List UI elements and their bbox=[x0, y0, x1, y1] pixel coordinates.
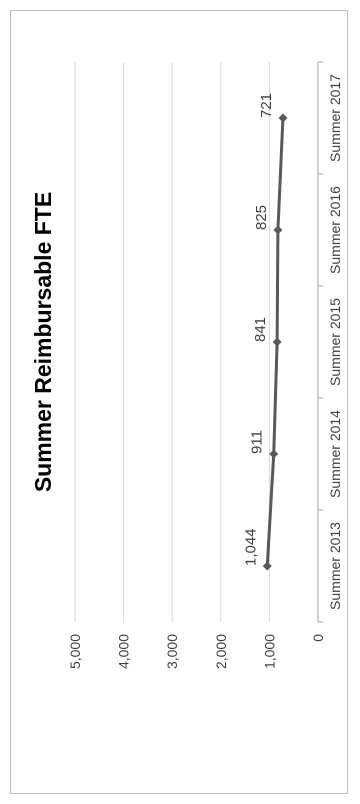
x-tick-labels: Summer 2013 Summer 2014 Summer 2015 Summer … bbox=[327, 74, 343, 610]
gridlines bbox=[74, 62, 270, 622]
data-label: 911 bbox=[249, 430, 266, 454]
y-tick-label: 5,000 bbox=[67, 634, 83, 669]
y-tick-label: 0 bbox=[310, 634, 326, 642]
data-labels: 1,044 911 841 825 721 bbox=[242, 93, 275, 566]
x-tick-label: Summer 2017 bbox=[327, 74, 343, 162]
y-tick-label: 1,000 bbox=[261, 634, 277, 669]
x-tick-label: Summer 2015 bbox=[327, 298, 343, 386]
y-tick-labels: 0 1,000 2,000 3,000 4,000 5,000 bbox=[67, 634, 326, 669]
y-tick-label: 4,000 bbox=[116, 634, 132, 669]
data-label: 1,044 bbox=[242, 528, 259, 566]
y-tick-label: 3,000 bbox=[164, 634, 180, 669]
chart-frame bbox=[10, 10, 348, 794]
data-label: 825 bbox=[253, 205, 270, 230]
x-tick-label: Summer 2013 bbox=[327, 522, 343, 610]
y-tick-label: 2,000 bbox=[213, 634, 229, 669]
data-point-marker bbox=[262, 561, 272, 571]
series-line bbox=[262, 113, 288, 571]
data-point-marker bbox=[278, 113, 288, 123]
data-point-marker bbox=[272, 337, 282, 347]
data-point-marker bbox=[273, 225, 283, 235]
axes bbox=[317, 61, 323, 623]
data-label: 841 bbox=[252, 317, 269, 342]
x-tick-label: Summer 2016 bbox=[327, 186, 343, 274]
chart-title: Summer Reimbursable FTE bbox=[30, 192, 56, 492]
x-tick-label: Summer 2014 bbox=[327, 410, 343, 498]
data-point-marker bbox=[269, 449, 279, 459]
data-label: 721 bbox=[258, 93, 275, 118]
